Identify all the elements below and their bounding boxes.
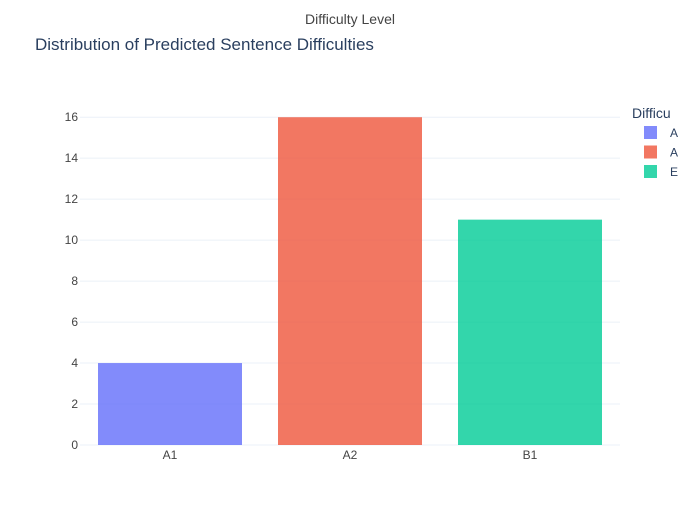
x-tick-label: B1 (523, 448, 538, 462)
x-tick-label: A1 (163, 448, 178, 462)
y-tick-label: 8 (71, 274, 78, 288)
legend-swatch[interactable] (644, 145, 657, 159)
y-tick-label: 12 (65, 192, 79, 206)
x-tick-label: A2 (343, 448, 358, 462)
y-tick-label: 6 (71, 315, 78, 329)
bar-b1[interactable] (458, 219, 602, 445)
x-axis-ticks: A1 A2 B1 (163, 448, 538, 462)
legend-swatch[interactable] (644, 126, 657, 139)
legend-title: Difficu (632, 105, 671, 121)
y-tick-label: 10 (65, 233, 79, 247)
chart-title: Distribution of Predicted Sentence Diffi… (35, 35, 374, 54)
y-tick-label: 4 (71, 356, 78, 370)
y-axis-ticks: 0 2 4 6 8 10 12 14 16 (65, 110, 79, 452)
legend-swatch[interactable] (644, 165, 657, 178)
bars (98, 117, 602, 446)
legend-label[interactable]: A (670, 146, 678, 160)
y-tick-label: 16 (65, 110, 79, 124)
y-tick-label: 14 (65, 151, 79, 165)
bar-a1[interactable] (98, 363, 242, 445)
y-tick-label: 0 (71, 438, 78, 452)
y-tick-label: 2 (71, 397, 78, 411)
legend-label[interactable]: E (670, 165, 678, 179)
legend-label[interactable]: A (670, 126, 678, 140)
top-caption: Difficulty Level (305, 11, 395, 27)
legend: Difficu AAE (632, 105, 678, 179)
bar-a2[interactable] (278, 117, 422, 446)
